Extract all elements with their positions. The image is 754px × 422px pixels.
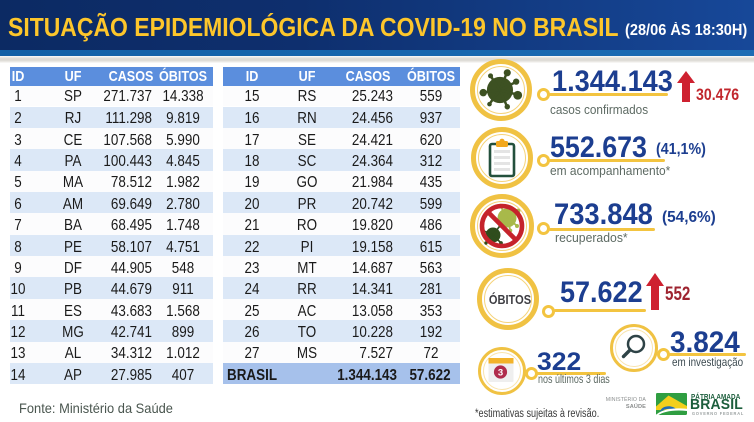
svg-text:3: 3 [498, 367, 503, 378]
